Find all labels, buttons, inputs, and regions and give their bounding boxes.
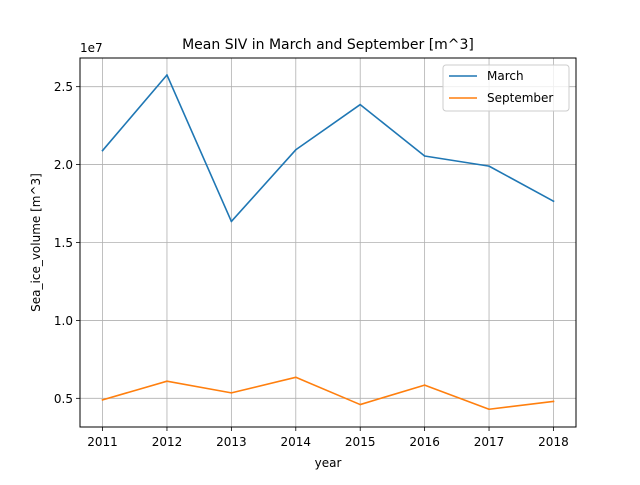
x-tick-label: 2015 bbox=[345, 435, 376, 449]
y-tick-label: 0.5 bbox=[54, 392, 73, 406]
x-tick-label: 2011 bbox=[87, 435, 118, 449]
data-point-march bbox=[359, 103, 362, 106]
grid bbox=[80, 58, 576, 427]
y-offset-label: 1e7 bbox=[80, 41, 103, 55]
y-tick-label: 1.5 bbox=[54, 236, 73, 250]
x-tick-label: 2017 bbox=[474, 435, 505, 449]
series-line-march bbox=[101, 74, 555, 223]
data-point-september bbox=[101, 399, 104, 401]
data-point-march bbox=[101, 149, 104, 152]
legend-label-september: September bbox=[487, 91, 553, 105]
data-point-september bbox=[488, 408, 490, 411]
data-point-march bbox=[488, 165, 490, 167]
legend-label-march: March bbox=[487, 69, 524, 83]
data-point-september bbox=[359, 403, 362, 406]
data-point-march bbox=[230, 220, 233, 223]
x-axis-ticks: 2011 2012 2013 2014 2015 2016 2017 2018 bbox=[87, 427, 569, 449]
y-tick-label: 2.5 bbox=[54, 80, 73, 94]
x-tick-label: 2013 bbox=[216, 435, 247, 449]
data-point-september bbox=[230, 392, 233, 394]
data-point-march bbox=[294, 148, 297, 151]
series-lines bbox=[101, 74, 555, 411]
data-point-september bbox=[423, 384, 426, 386]
data-point-september bbox=[552, 400, 555, 403]
y-axis-ticks: 0.5 1.0 1.5 2.0 2.5 bbox=[54, 80, 80, 406]
x-tick-label: 2018 bbox=[538, 435, 569, 449]
x-axis-label: year bbox=[315, 456, 342, 470]
x-tick-label: 2012 bbox=[152, 435, 183, 449]
chart-title: Mean SIV in March and September [m^3] bbox=[182, 37, 474, 53]
data-point-march bbox=[423, 155, 426, 157]
data-point-september bbox=[294, 376, 297, 379]
data-point-september bbox=[166, 380, 168, 382]
y-tick-label: 2.0 bbox=[54, 158, 73, 172]
series-line-september bbox=[101, 376, 555, 411]
x-tick-label: 2014 bbox=[281, 435, 312, 449]
legend: March September bbox=[442, 64, 570, 112]
x-tick-label: 2016 bbox=[409, 435, 440, 449]
y-axis-label: Sea_ice_volume [m^3] bbox=[29, 173, 43, 312]
y-tick-label: 1.0 bbox=[54, 314, 73, 328]
data-point-march bbox=[166, 74, 168, 76]
data-point-march bbox=[552, 200, 555, 203]
